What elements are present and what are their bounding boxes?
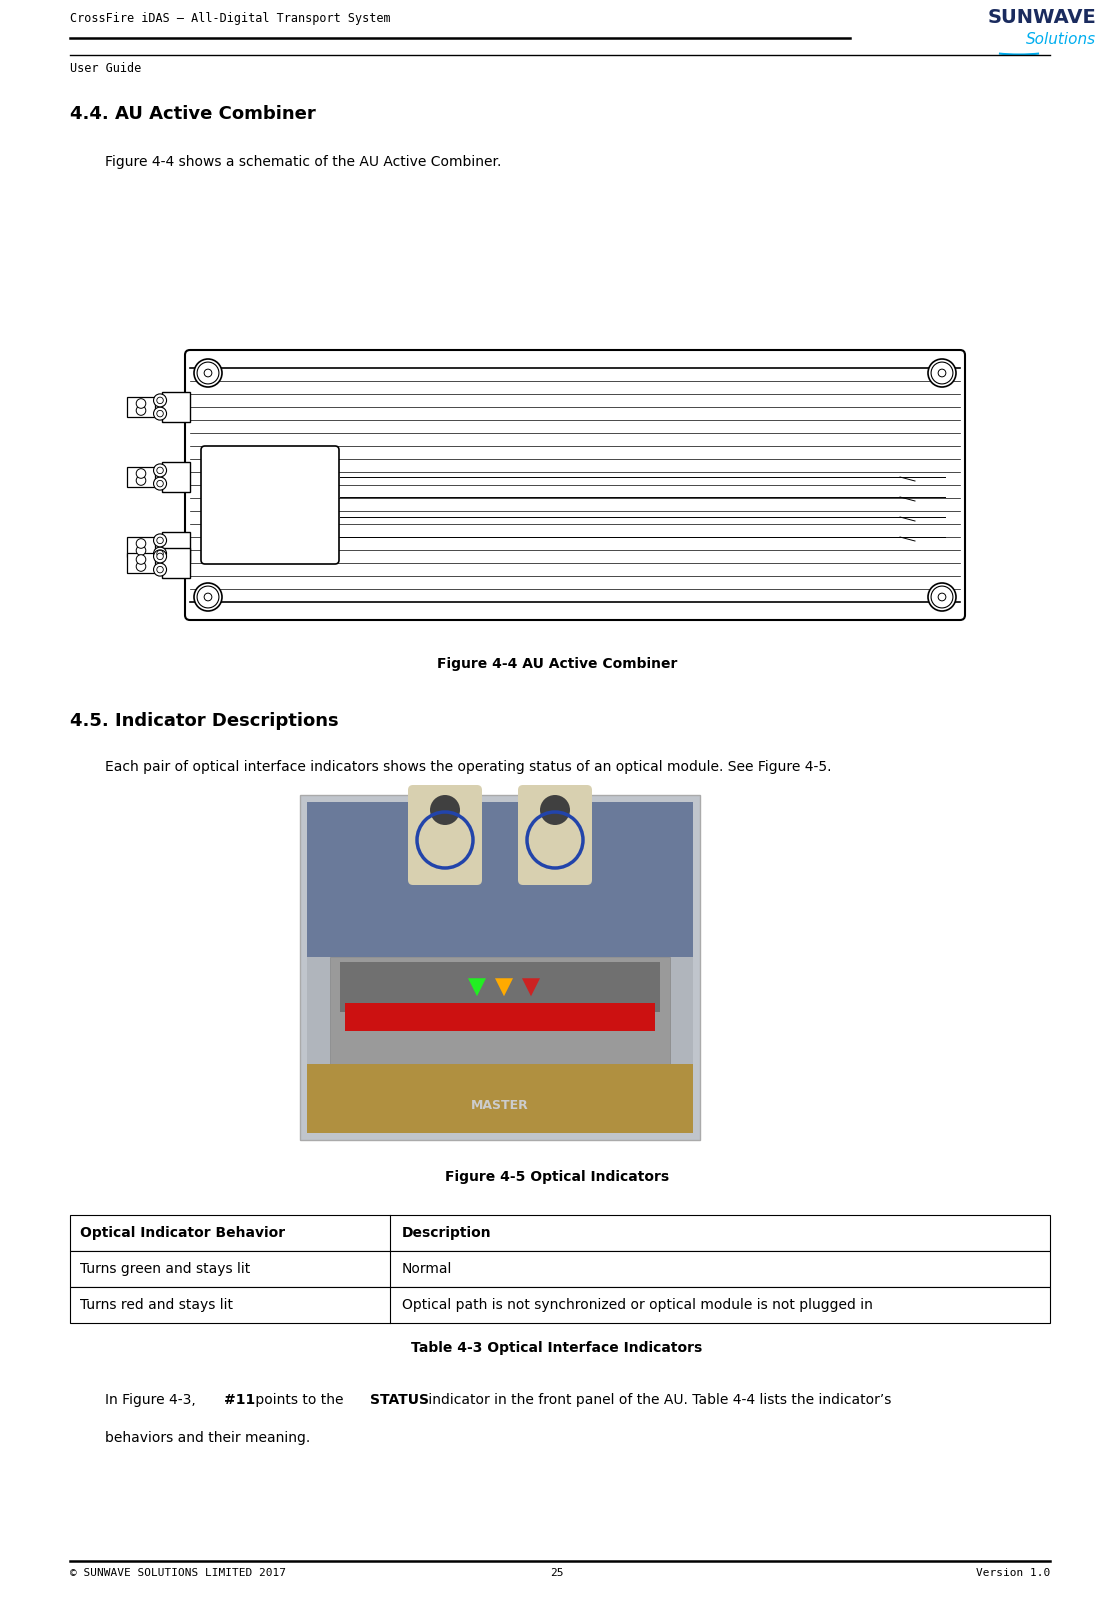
Circle shape — [154, 407, 167, 420]
Text: Solutions: Solutions — [1026, 32, 1096, 47]
FancyBboxPatch shape — [185, 351, 965, 620]
Text: Each pair of optical interface indicators shows the operating status of an optic: Each pair of optical interface indicator… — [105, 760, 831, 774]
Circle shape — [194, 583, 222, 610]
Bar — [162, 393, 190, 422]
Text: indicator in the front panel of the AU. Table 4-4 lists the indicator’s: indicator in the front panel of the AU. … — [424, 1393, 891, 1407]
Circle shape — [154, 547, 167, 560]
Bar — [70, 1287, 1051, 1323]
Bar — [127, 467, 155, 487]
Polygon shape — [522, 979, 540, 997]
Circle shape — [204, 592, 212, 601]
Text: User Guide: User Guide — [70, 62, 141, 75]
Bar — [127, 537, 155, 557]
Circle shape — [154, 394, 167, 407]
Circle shape — [136, 545, 146, 555]
Text: points to the: points to the — [251, 1393, 348, 1407]
Circle shape — [136, 539, 146, 549]
Bar — [162, 549, 190, 578]
Circle shape — [157, 550, 164, 557]
Circle shape — [136, 476, 146, 485]
Circle shape — [204, 368, 212, 377]
Circle shape — [154, 464, 167, 477]
Bar — [300, 795, 700, 1139]
Circle shape — [154, 534, 167, 547]
Circle shape — [136, 555, 146, 565]
Circle shape — [136, 562, 146, 571]
Polygon shape — [495, 979, 514, 997]
Text: 25: 25 — [550, 1568, 564, 1578]
Text: CrossFire iDAS – All-Digital Transport System: CrossFire iDAS – All-Digital Transport S… — [70, 11, 391, 24]
Circle shape — [154, 477, 167, 490]
Circle shape — [154, 563, 167, 576]
Text: Figure 4-4 AU Active Combiner: Figure 4-4 AU Active Combiner — [437, 657, 677, 670]
Circle shape — [157, 411, 164, 417]
Text: Table 4-3 Optical Interface Indicators: Table 4-3 Optical Interface Indicators — [411, 1341, 703, 1355]
Circle shape — [136, 469, 146, 479]
Bar — [330, 958, 670, 1071]
Text: SUNWAVE: SUNWAVE — [987, 8, 1096, 28]
Circle shape — [157, 537, 164, 544]
FancyBboxPatch shape — [201, 446, 339, 565]
Circle shape — [928, 359, 956, 386]
Text: Normal: Normal — [402, 1263, 452, 1276]
Circle shape — [154, 550, 167, 563]
Bar — [127, 553, 155, 573]
Bar — [340, 962, 659, 1013]
Bar — [307, 802, 693, 958]
Text: MASTER: MASTER — [471, 1099, 529, 1112]
Circle shape — [931, 586, 952, 609]
Circle shape — [931, 362, 952, 385]
Circle shape — [938, 368, 946, 377]
Text: Optical Indicator Behavior: Optical Indicator Behavior — [80, 1225, 285, 1240]
Polygon shape — [468, 979, 486, 997]
Circle shape — [430, 795, 460, 824]
Text: Optical path is not synchronized or optical module is not plugged in: Optical path is not synchronized or opti… — [402, 1298, 873, 1311]
Circle shape — [928, 583, 956, 610]
Text: 4.4. AU Active Combiner: 4.4. AU Active Combiner — [70, 105, 315, 123]
Bar — [345, 1003, 655, 1031]
Text: Turns green and stays lit: Turns green and stays lit — [80, 1263, 251, 1276]
Text: behaviors and their meaning.: behaviors and their meaning. — [105, 1431, 311, 1444]
Circle shape — [197, 586, 219, 609]
Text: Figure 4-4 shows a schematic of the AU Active Combiner.: Figure 4-4 shows a schematic of the AU A… — [105, 156, 501, 169]
Circle shape — [938, 592, 946, 601]
Circle shape — [540, 795, 570, 824]
Bar — [162, 463, 190, 492]
Text: In Figure 4-3,: In Figure 4-3, — [105, 1393, 201, 1407]
Text: Turns red and stays lit: Turns red and stays lit — [80, 1298, 233, 1311]
Bar — [127, 398, 155, 417]
Text: STATUS: STATUS — [370, 1393, 429, 1407]
Circle shape — [136, 399, 146, 409]
Text: © SUNWAVE SOLUTIONS LIMITED 2017: © SUNWAVE SOLUTIONS LIMITED 2017 — [70, 1568, 286, 1578]
Bar — [162, 532, 190, 562]
Circle shape — [157, 398, 164, 404]
Bar — [70, 1216, 1051, 1251]
Bar — [307, 802, 693, 1133]
Circle shape — [194, 359, 222, 386]
FancyBboxPatch shape — [408, 786, 482, 885]
Circle shape — [197, 362, 219, 385]
Circle shape — [136, 406, 146, 415]
Circle shape — [157, 553, 164, 560]
Circle shape — [157, 467, 164, 474]
Circle shape — [157, 480, 164, 487]
Text: Description: Description — [402, 1225, 491, 1240]
Text: 4.5. Indicator Descriptions: 4.5. Indicator Descriptions — [70, 712, 339, 730]
Circle shape — [157, 566, 164, 573]
FancyBboxPatch shape — [518, 786, 592, 885]
Text: Figure 4-5 Optical Indicators: Figure 4-5 Optical Indicators — [444, 1170, 670, 1185]
Text: Version 1.0: Version 1.0 — [976, 1568, 1051, 1578]
Bar — [307, 1065, 693, 1133]
Text: #11: #11 — [224, 1393, 255, 1407]
Bar — [70, 1251, 1051, 1287]
